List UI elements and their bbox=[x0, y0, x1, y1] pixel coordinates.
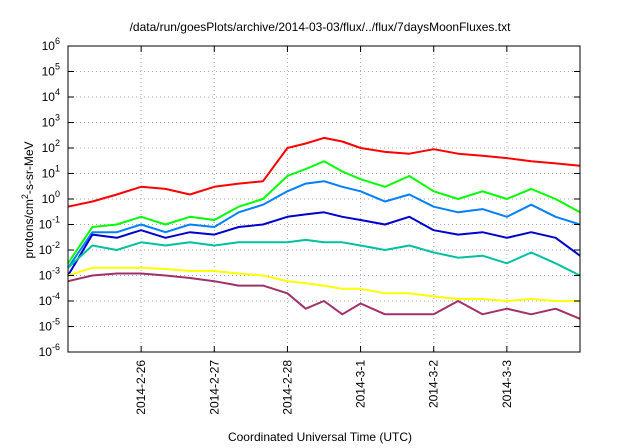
chart-title: /data/run/goesPlots/archive/2014-03-03/f… bbox=[130, 20, 512, 34]
grid bbox=[68, 46, 580, 352]
x-tick-label: 2014-3-1 bbox=[354, 360, 368, 408]
y-tick-label: 10-3 bbox=[39, 266, 60, 283]
y-tick-label: 103 bbox=[42, 113, 60, 130]
series-line-7 bbox=[67, 272, 581, 320]
x-tick-label: 2014-3-2 bbox=[427, 360, 441, 408]
y-tick-label: 10-6 bbox=[39, 342, 60, 359]
y-tick-label: 10-5 bbox=[39, 317, 60, 334]
y-tick-label: 102 bbox=[42, 138, 60, 155]
y-tick-label: 10-1 bbox=[39, 215, 60, 232]
y-axis-label: protons/cm2-s-sr-MeV bbox=[20, 141, 36, 258]
ticks: 10-6 10-5 10-4 10-3 10-2 10-1 100 101 102 103 104 1… bbox=[39, 36, 580, 415]
y-tick-label: 104 bbox=[42, 87, 60, 104]
x-tick-label: 2014-2-27 bbox=[207, 360, 221, 415]
x-tick-label: 2014-2-26 bbox=[134, 360, 148, 415]
y-tick-label: 105 bbox=[42, 62, 60, 79]
x-tick-label: 2014-2-28 bbox=[280, 360, 294, 415]
series-line-4 bbox=[67, 211, 581, 277]
series-line-3 bbox=[67, 180, 581, 269]
y-tick-label: 106 bbox=[42, 36, 60, 53]
x-tick-label: 2014-3-3 bbox=[500, 360, 514, 408]
series-line-2 bbox=[67, 160, 581, 264]
y-tick-label: 10-2 bbox=[39, 240, 60, 257]
y-tick-label: 100 bbox=[42, 189, 60, 206]
series-line-1 bbox=[67, 136, 581, 208]
series-layer bbox=[67, 136, 581, 320]
x-axis-label: Coordinated Universal Time (UTC) bbox=[228, 430, 412, 444]
series-line-6 bbox=[67, 266, 580, 302]
y-tick-label: 101 bbox=[42, 164, 60, 181]
series-line-5 bbox=[67, 238, 581, 277]
y-tick-label: 10-4 bbox=[39, 291, 60, 308]
